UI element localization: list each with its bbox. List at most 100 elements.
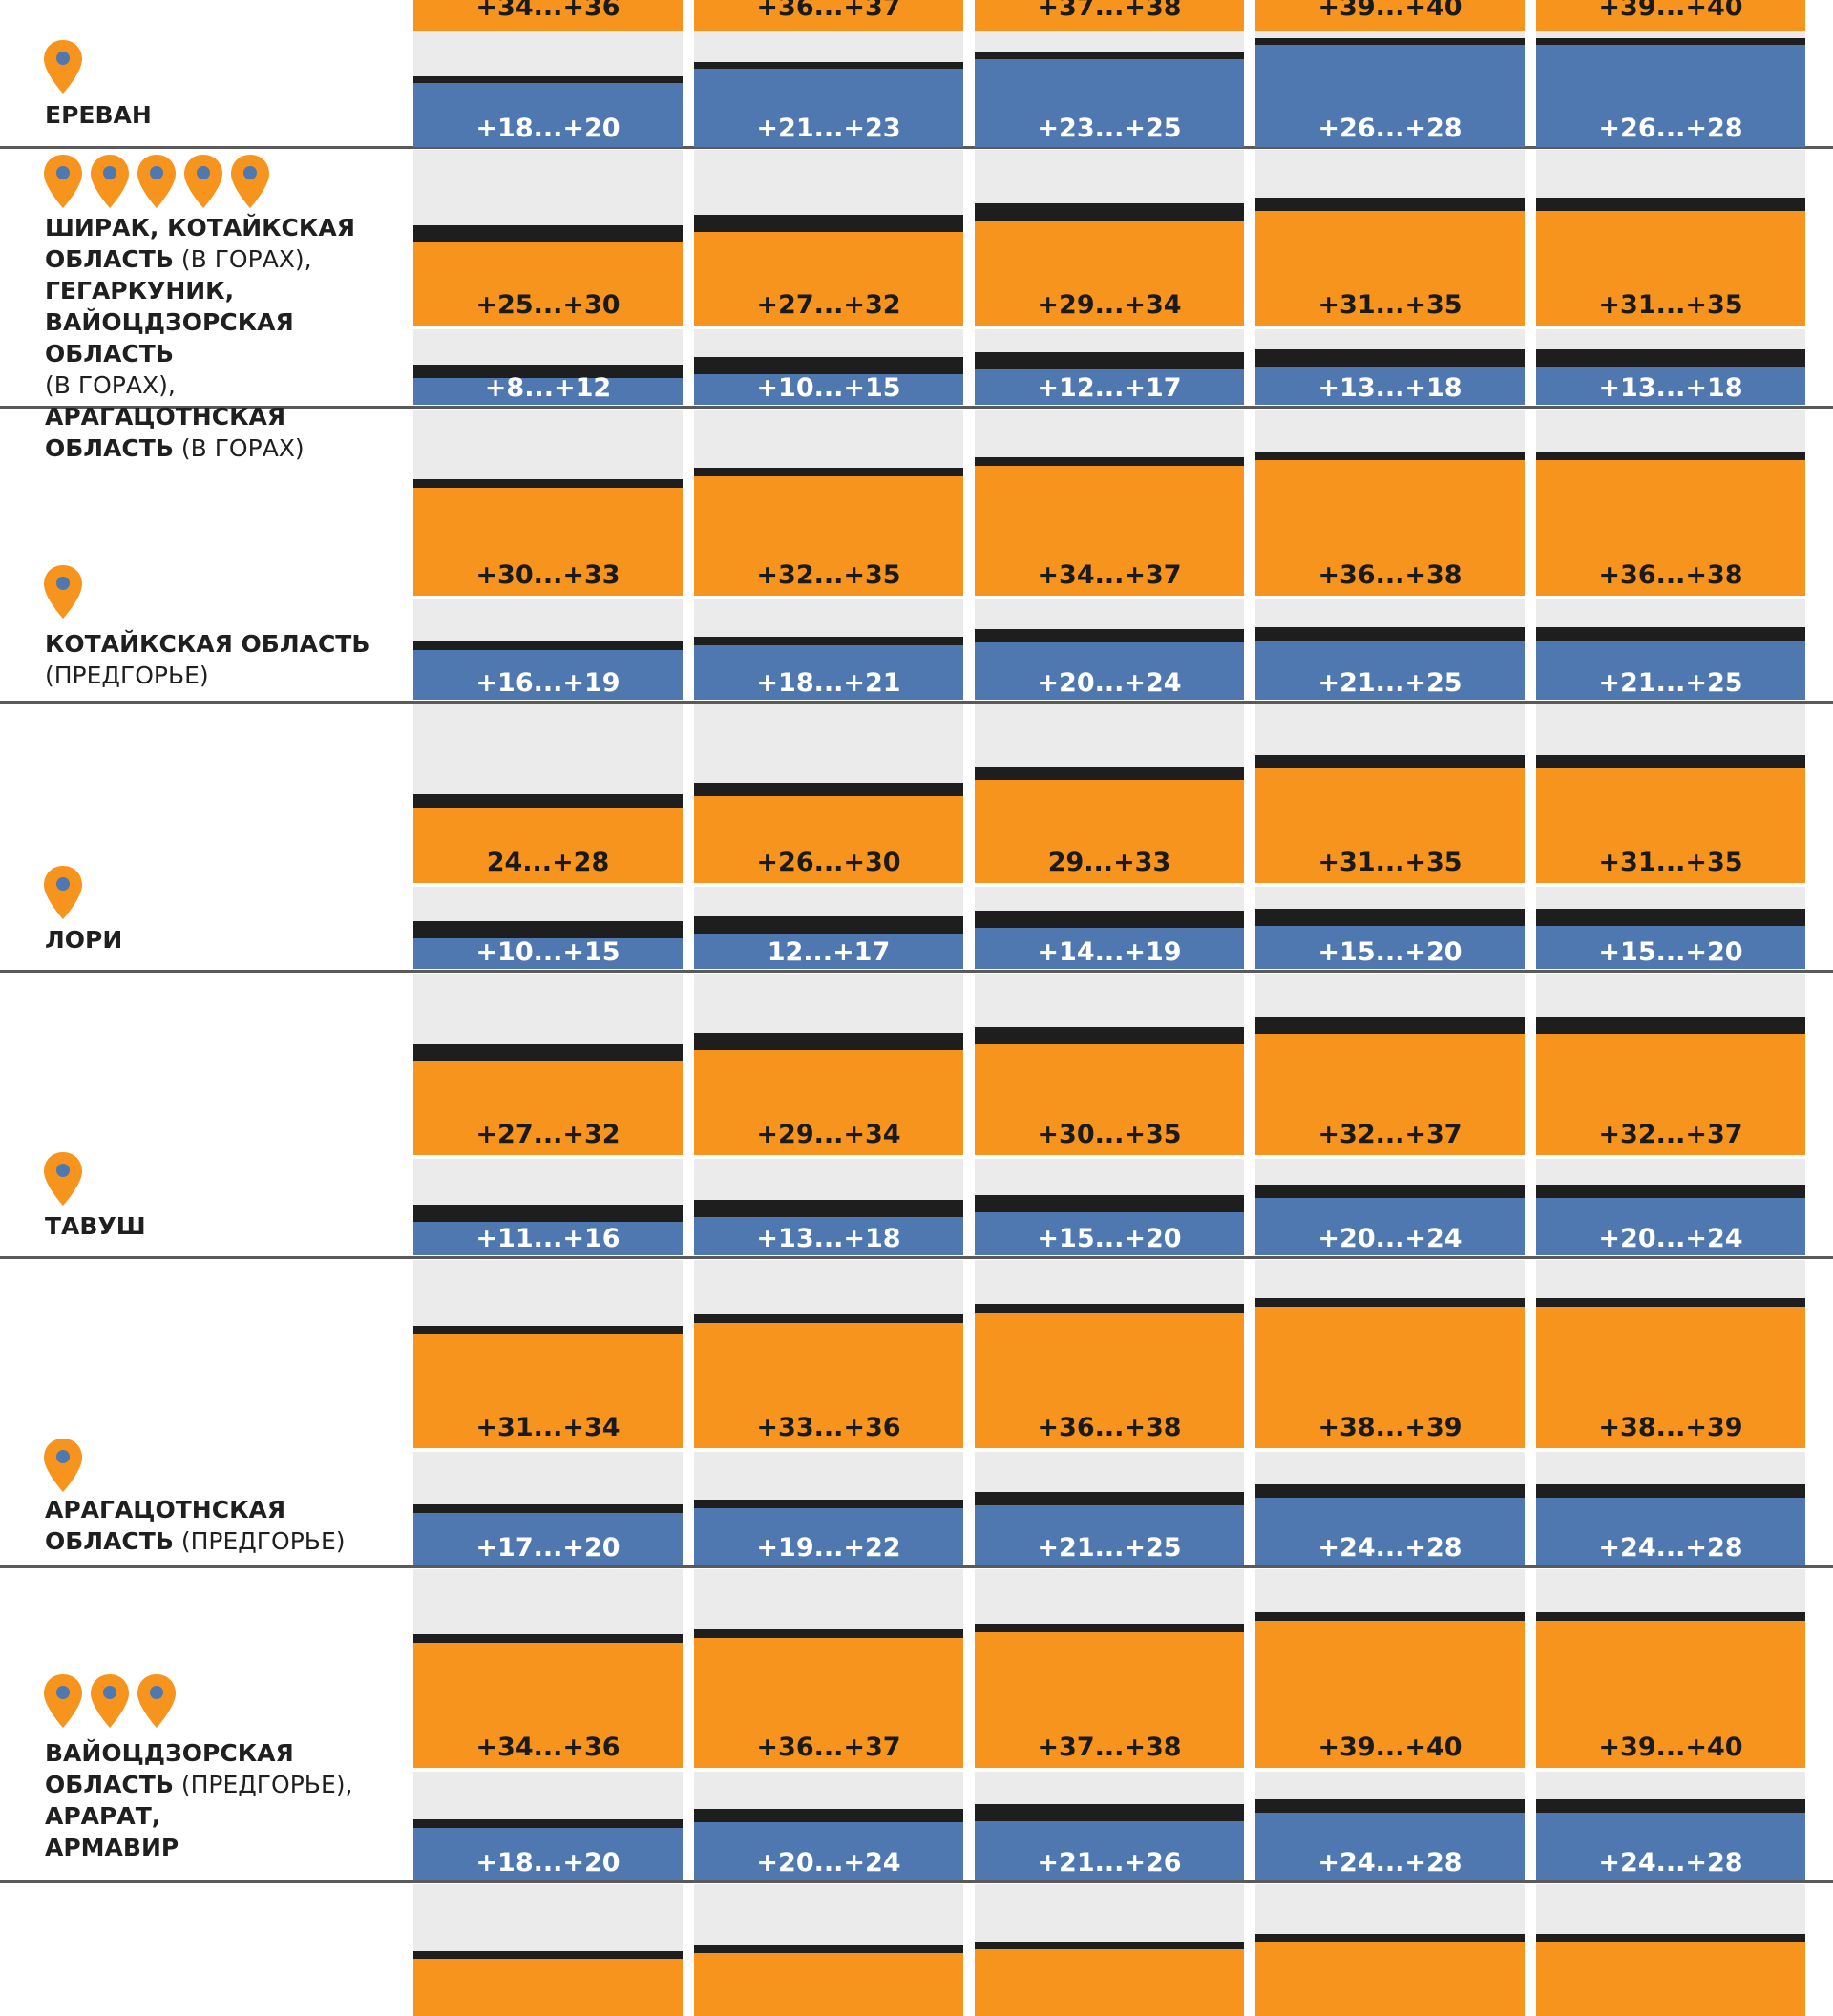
high-value-label: +37...+38 [1037,0,1182,22]
high-bar [1255,1307,1525,1448]
low-cell: +17...+20 [413,1452,683,1564]
high-value-label: +36...+38 [1317,560,1463,590]
low-cell: +15...+20 [975,1159,1244,1255]
high-bar [1255,211,1525,326]
high-cap [413,1634,683,1643]
high-bar [1536,1307,1805,1448]
high-cell: +33...+36 [694,1260,963,1448]
high-value-label: +27...+32 [756,290,901,320]
high-cell [975,1884,1244,2016]
low-cell: 12...+17 [694,887,963,969]
high-cell [694,1884,963,2016]
high-cell: +38...+39 [1255,1260,1525,1448]
high-value-label: +39...+40 [1317,0,1463,22]
low-value-label: +17...+20 [475,1533,621,1563]
high-cell: +34...+37 [975,410,1244,596]
low-cell: +24...+28 [1255,1772,1525,1880]
low-cell: +23...+25 [975,31,1244,147]
high-cell: +30...+35 [975,974,1244,1155]
high-cap [1255,1298,1525,1307]
high-cap [413,225,683,242]
low-bar [1536,1198,1805,1255]
high-bar [975,1312,1244,1448]
high-bar [413,1643,683,1768]
region-label-part: АРАГАЦОТНСКАЯ [45,1496,286,1523]
high-cap [1536,452,1805,460]
low-cap [1536,349,1805,367]
high-value-label: +31...+35 [1317,848,1463,877]
low-cell: +24...+28 [1255,1452,1525,1564]
high-bar [1255,1034,1525,1155]
low-value-label: +15...+20 [1317,937,1463,967]
region-label-part: АРМАВИР [45,1834,179,1861]
high-cap [413,794,683,808]
low-cap [413,1205,683,1222]
low-bar [413,938,683,969]
low-cell: +18...+20 [413,31,683,147]
high-cap [975,1942,1244,1949]
row-divider [0,970,1833,973]
low-cell: +19...+22 [694,1452,963,1564]
low-cell: +21...+23 [694,31,963,147]
low-value-label: +15...+20 [1037,1224,1182,1253]
map-pin-icon [44,866,82,919]
low-cell: +18...+21 [694,599,963,700]
high-value-label: +31...+35 [1317,290,1463,320]
low-value-label: +24...+28 [1598,1533,1743,1563]
low-value-label: +11...+16 [475,1224,621,1253]
high-cap [1536,1612,1805,1621]
low-value-label: +19...+22 [756,1533,901,1563]
low-value-label: +18...+20 [475,1848,621,1878]
low-cell: +14...+19 [975,887,1244,969]
low-cap [1536,1799,1805,1813]
high-cell: +29...+34 [694,974,963,1155]
low-cell: +26...+28 [1536,31,1805,147]
high-cap [413,1326,683,1334]
high-cell: +37...+38 [975,1569,1244,1768]
high-cell: +31...+35 [1536,704,1805,883]
low-value-label: +16...+19 [475,668,621,698]
region-label: ЕРЕВАН [45,99,398,131]
high-cap [975,1624,1244,1632]
low-bar [975,1212,1244,1255]
high-value-label: +39...+40 [1598,1732,1743,1762]
map-pin-icon [137,155,176,208]
high-cap [694,783,963,796]
high-cap [1536,755,1805,768]
low-cap [1255,1799,1525,1813]
high-value-label: +32...+37 [1317,1120,1463,1149]
low-value-label: +12...+17 [1037,373,1182,403]
region-label-part: ШИРАК, КОТАЙКСКАЯ [45,214,355,242]
high-cap [975,1027,1244,1044]
low-bar [413,83,683,147]
low-bar [975,59,1244,147]
low-cell: +20...+24 [1255,1159,1525,1255]
low-cell: +20...+24 [975,599,1244,700]
high-cap [694,1945,963,1953]
region-label-part: ТАВУШ [45,1212,146,1240]
high-value-label: 24...+28 [486,848,610,877]
low-bar [975,642,1244,700]
low-value-label: +20...+24 [1598,1224,1743,1253]
high-bar [1255,460,1525,596]
high-value-label: +30...+35 [1037,1120,1182,1149]
high-cap [1536,1298,1805,1307]
high-bar [694,476,963,596]
high-value-label: +29...+34 [1037,290,1182,320]
region-label: ВАЙОЦДЗОРСКАЯ ОБЛАСТЬ (ПРЕДГОРЬЕ), АРАРАТ,… [45,1737,398,1863]
high-bar [694,1323,963,1448]
high-cap [1536,1017,1805,1034]
low-cap [413,1504,683,1513]
high-cap [1536,198,1805,211]
low-cap [1255,1185,1525,1198]
low-bar [413,650,683,700]
low-cap [1255,1484,1525,1498]
low-cap [1255,909,1525,926]
low-bar [1536,926,1805,969]
low-cap [1536,1484,1805,1498]
low-cell: +18...+20 [413,1772,683,1880]
low-cap [975,1195,1244,1212]
high-cap [1255,1612,1525,1621]
high-cap [975,766,1244,780]
low-bar [975,1821,1244,1880]
